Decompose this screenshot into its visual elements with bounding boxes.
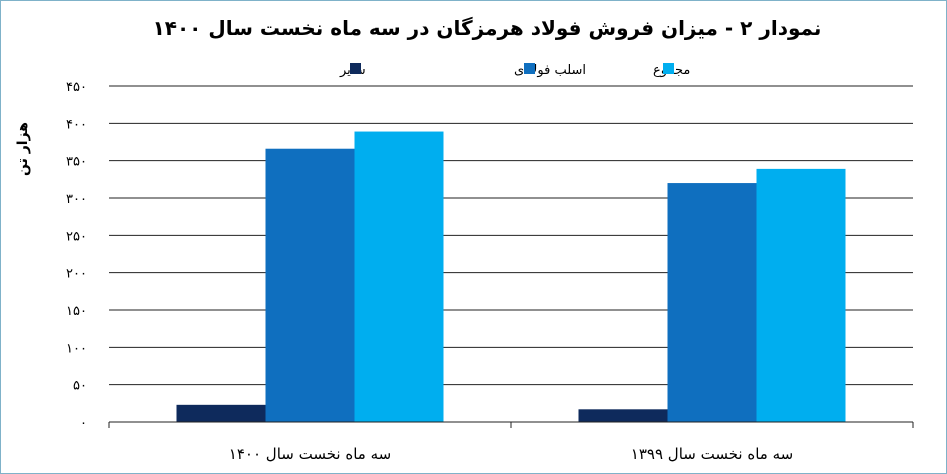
y-axis-label: هزار تن xyxy=(15,122,31,176)
y-tick-label: ۲۵۰ xyxy=(66,229,87,244)
category-labels: سه ماه نخست سال ۱۴۰۰ سه ماه نخست سال ۱۳۹۹ xyxy=(229,445,793,463)
bars xyxy=(176,131,846,422)
bar xyxy=(578,409,668,422)
y-tick-label: ۲۰۰ xyxy=(66,267,87,282)
chart-title: نمودار ۲ - میزان فروش فولاد هرمزگان در س… xyxy=(153,16,822,40)
y-tick-label: ۴۰۰ xyxy=(66,117,87,132)
category-label: سه ماه نخست سال ۱۳۹۹ xyxy=(631,445,793,463)
bar xyxy=(756,168,846,422)
x-axis xyxy=(108,421,914,428)
y-tick-label: ۱۰۰ xyxy=(66,341,87,356)
legend-swatch xyxy=(524,63,535,74)
bar xyxy=(176,404,266,422)
legend-swatch xyxy=(350,63,361,74)
legend-swatch xyxy=(663,63,674,74)
y-axis-ticks: ۰ ۵۰ ۱۰۰ ۱۵۰ ۲۰۰ ۲۵۰ ۳۰۰ ۳۵۰ ۴۰۰ ۴۵۰ xyxy=(66,80,87,431)
bar xyxy=(354,131,444,422)
y-tick-label: ۰ xyxy=(80,416,87,431)
y-tick-label: ۴۵۰ xyxy=(66,80,87,95)
y-tick-label: ۳۵۰ xyxy=(66,155,87,170)
legend: سایراسلب فولادیمجموع xyxy=(339,63,690,78)
bar xyxy=(667,183,757,422)
y-tick-label: ۱۵۰ xyxy=(66,304,87,319)
y-tick-label: ۵۰ xyxy=(73,379,87,394)
category-label: سه ماه نخست سال ۱۴۰۰ xyxy=(229,445,391,463)
bar xyxy=(265,148,355,422)
y-tick-label: ۳۰۰ xyxy=(66,192,87,207)
